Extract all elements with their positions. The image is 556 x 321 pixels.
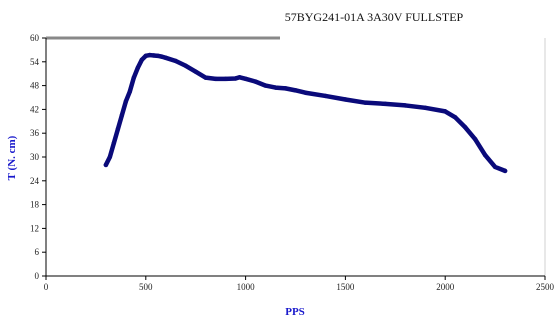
data-point bbox=[423, 105, 428, 111]
data-point bbox=[253, 79, 258, 84]
data-point bbox=[173, 58, 178, 64]
data-point bbox=[135, 65, 141, 70]
data-point bbox=[213, 76, 218, 82]
data-point bbox=[283, 86, 288, 91]
data-point bbox=[303, 90, 308, 95]
y-tick-label: 54 bbox=[30, 57, 40, 67]
y-tick-label: 24 bbox=[30, 176, 40, 186]
y-axis-ticks: 0 6 12 18 24 30 36 42 48 54 60 bbox=[30, 33, 46, 281]
x-tick-label: 0 bbox=[44, 282, 49, 292]
data-point bbox=[147, 52, 152, 58]
x-axis-ticks: 0 500 1000 1500 2000 2500 bbox=[44, 276, 555, 292]
data-point bbox=[139, 57, 145, 63]
data-point bbox=[502, 168, 508, 174]
y-tick-label: 30 bbox=[30, 152, 40, 162]
data-point bbox=[323, 93, 328, 99]
y-tick-label: 12 bbox=[30, 223, 39, 233]
data-point bbox=[243, 76, 248, 82]
x-tick-label: 1500 bbox=[336, 282, 355, 292]
y-tick-label: 6 bbox=[35, 247, 40, 257]
data-point bbox=[163, 55, 168, 61]
data-point bbox=[462, 125, 468, 130]
data-point bbox=[103, 162, 109, 168]
data-point bbox=[119, 113, 125, 118]
data-point bbox=[443, 109, 448, 114]
chart-title: 57BYG241-01A 3A30V FULLSTEP bbox=[285, 10, 464, 24]
data-point bbox=[127, 89, 133, 94]
y-tick-label: 18 bbox=[30, 200, 40, 210]
y-tick-label: 36 bbox=[30, 128, 40, 138]
data-point bbox=[107, 154, 113, 160]
x-axis-title: PPS bbox=[285, 306, 305, 318]
x-tick-label: 2500 bbox=[536, 282, 555, 292]
data-point bbox=[482, 152, 488, 158]
y-axis-title: T (N. cm) bbox=[6, 135, 18, 180]
torque-curve-points bbox=[103, 52, 508, 174]
y-tick-label: 48 bbox=[30, 81, 40, 91]
y-tick-label: 0 bbox=[35, 271, 40, 281]
data-point bbox=[293, 88, 298, 93]
data-point bbox=[193, 69, 198, 74]
data-point bbox=[203, 75, 208, 80]
data-point bbox=[151, 53, 156, 58]
x-tick-label: 1000 bbox=[237, 282, 256, 292]
data-point bbox=[363, 100, 368, 105]
data-point bbox=[159, 54, 164, 59]
data-point bbox=[183, 63, 188, 68]
data-point bbox=[143, 53, 148, 59]
y-tick-label: 42 bbox=[30, 104, 39, 114]
data-point bbox=[263, 83, 268, 88]
y-tick-label: 60 bbox=[30, 33, 40, 43]
data-point bbox=[472, 136, 478, 142]
data-point bbox=[273, 85, 278, 90]
data-point bbox=[131, 75, 137, 80]
data-point bbox=[123, 99, 129, 104]
data-point bbox=[383, 101, 388, 107]
data-point bbox=[237, 75, 242, 80]
data-point bbox=[115, 127, 121, 132]
data-point bbox=[111, 140, 117, 146]
x-tick-label: 500 bbox=[139, 282, 153, 292]
data-point bbox=[403, 103, 408, 108]
data-point bbox=[155, 53, 160, 59]
data-point bbox=[452, 115, 458, 120]
data-point bbox=[492, 164, 498, 170]
data-point bbox=[343, 97, 348, 102]
data-point bbox=[223, 76, 228, 82]
x-tick-label: 2000 bbox=[436, 282, 455, 292]
data-point bbox=[233, 76, 238, 81]
